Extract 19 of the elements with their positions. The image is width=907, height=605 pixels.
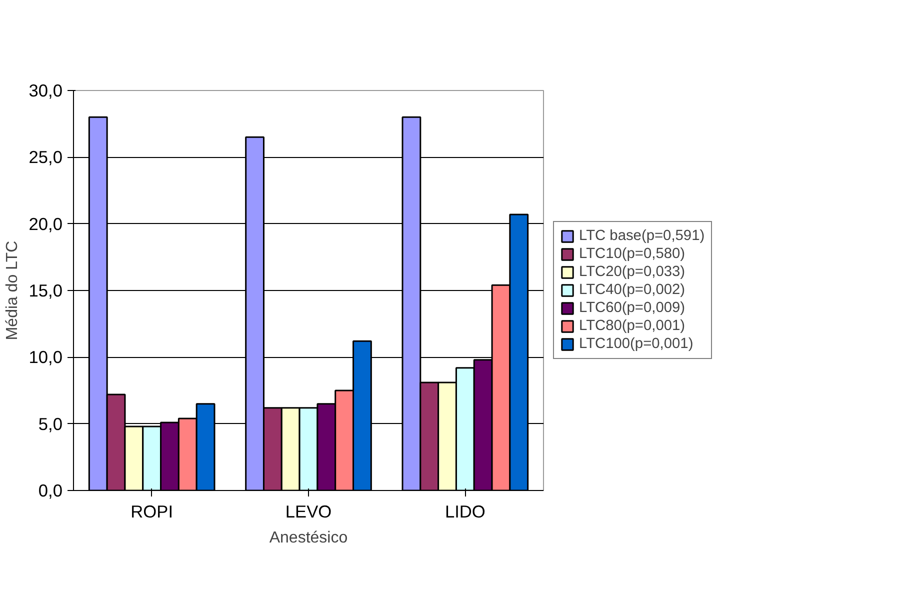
legend-label: LTC40(p=0,002)	[579, 282, 686, 298]
legend-label: LTC10(p=0,580)	[579, 246, 686, 262]
legend-label: LTC60(p=0,009)	[579, 300, 686, 316]
y-tick-label: 25,0	[28, 147, 63, 168]
y-axis-title: Média do LTC	[4, 240, 21, 340]
y-tick-label: 10,0	[28, 347, 63, 368]
y-tick-label: 30,0	[28, 80, 63, 100]
y-tick-label: 0,0	[38, 480, 63, 500]
legend-label: LTC20(p=0,033)	[579, 264, 686, 280]
x-axis-title: Anestésico	[269, 530, 348, 546]
x-tick-label: LEVO	[285, 502, 332, 522]
legend-label: LTC80(p=0,001)	[579, 318, 686, 334]
y-tick-label: 5,0	[38, 414, 63, 434]
legend-label: LTC base(p=0,591)	[579, 228, 705, 244]
legend-label: LTC100(p=0,001)	[579, 336, 694, 352]
y-tick-label: 15,0	[28, 280, 63, 300]
x-tick-label: ROPI	[130, 502, 174, 522]
y-tick-label: 20,0	[28, 214, 63, 234]
x-tick-label: LIDO	[444, 502, 486, 522]
